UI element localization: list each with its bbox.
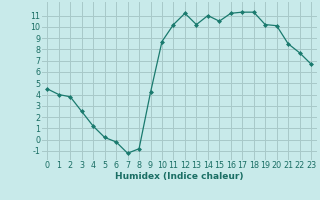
X-axis label: Humidex (Indice chaleur): Humidex (Indice chaleur) <box>115 172 244 181</box>
